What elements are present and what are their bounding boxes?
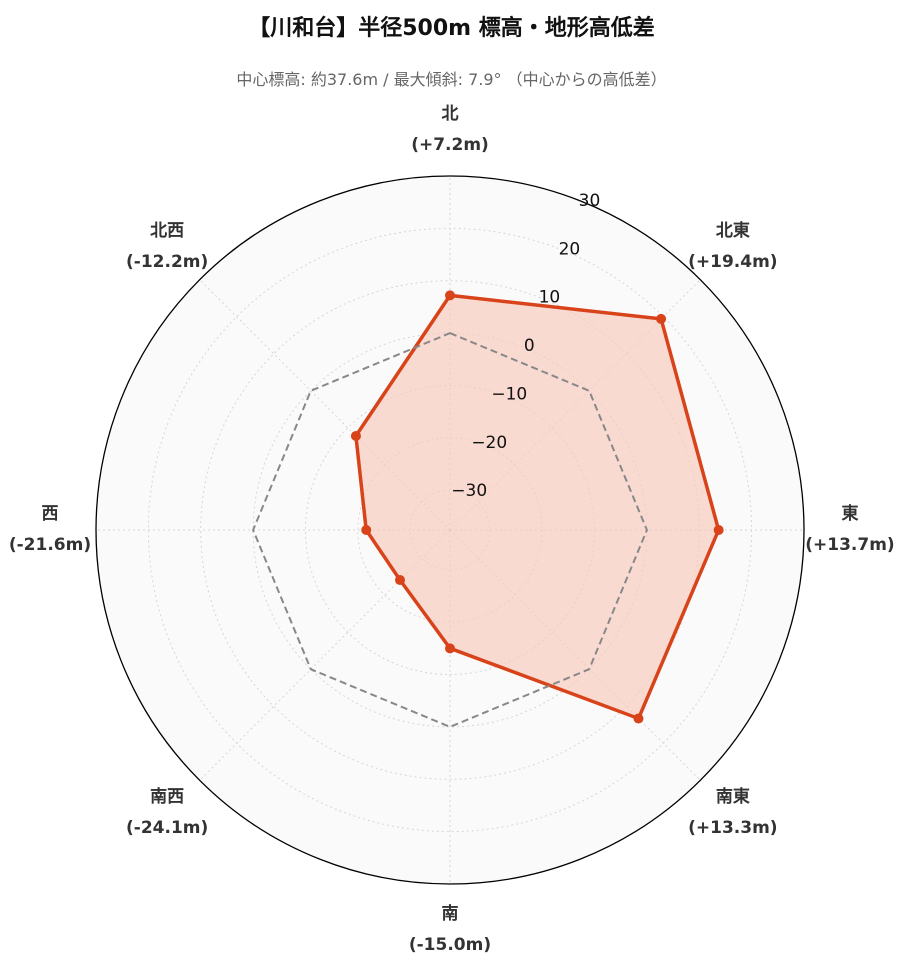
data-point (350, 430, 361, 441)
direction-label: 南西 (150, 786, 184, 807)
label-layer: −30 −20 −10 0 10 20 30 北 (+7.2m) 北東 (+19.4m) 東 (+13.… (9, 104, 895, 955)
series-layer (252, 290, 724, 728)
r-tick-label: 0 (524, 336, 535, 356)
direction-label: 北 (442, 104, 459, 124)
data-point (656, 313, 667, 324)
direction-value-label: (+13.3m) (688, 818, 777, 838)
data-point (395, 574, 406, 585)
direction-label: 北西 (150, 221, 184, 241)
data-point (713, 525, 724, 535)
direction-label: 東 (842, 503, 859, 524)
data-point (361, 525, 372, 535)
r-tick-label: 30 (579, 191, 601, 211)
r-tick-label: −20 (471, 433, 507, 453)
direction-value-label: (+7.2m) (411, 135, 489, 155)
direction-value-label: (-24.1m) (126, 818, 208, 838)
grid-spoke (199, 529, 451, 781)
data-point (445, 643, 455, 654)
direction-value-label: (+13.7m) (805, 535, 894, 555)
r-tick-label: −30 (451, 481, 487, 501)
direction-value-label: (-12.2m) (126, 252, 208, 272)
r-tick-label: 10 (539, 288, 561, 308)
series-area (355, 295, 719, 719)
direction-value-label: (-21.6m) (9, 535, 91, 555)
direction-label: 北東 (716, 220, 750, 241)
direction-value-label: (-15.0m) (409, 935, 491, 955)
direction-label: 南東 (716, 786, 750, 807)
chart-title: 【川和台】半径500m 標高・地形高低差 (248, 16, 655, 41)
r-tick-label: 20 (559, 239, 581, 259)
direction-label: 南 (442, 903, 459, 924)
direction-value-label: (+19.4m) (688, 252, 777, 272)
chart-subtitle: 中心標高: 約37.6m / 最大傾斜: 7.9° （中心からの高低差） (236, 70, 667, 89)
outer-frame (95, 175, 805, 885)
reference-line (252, 332, 648, 728)
r-tick-label: −10 (491, 384, 527, 404)
data-point (633, 713, 644, 724)
grid-spoke (199, 279, 451, 531)
direction-label: 西 (42, 504, 59, 524)
data-point (445, 290, 455, 301)
